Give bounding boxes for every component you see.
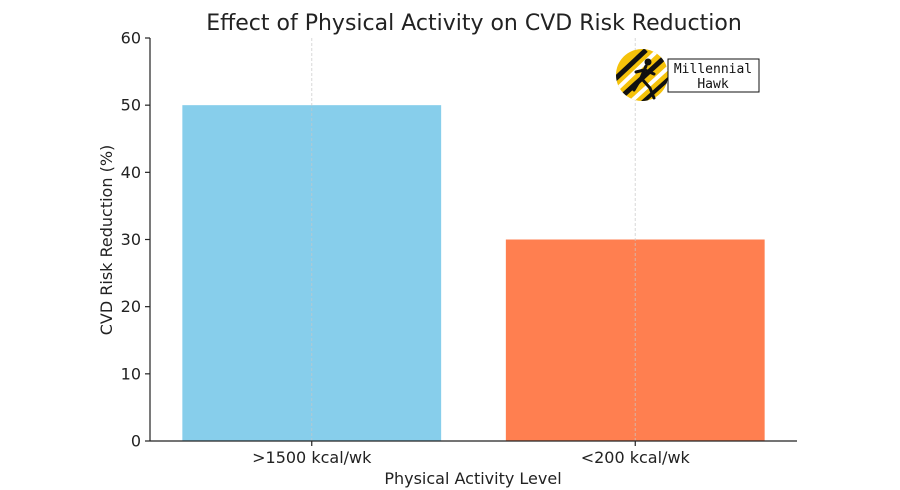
y-tick-label: 30 xyxy=(121,230,141,249)
bars xyxy=(182,105,765,442)
x-axis-label: Physical Activity Level xyxy=(384,469,561,488)
x-tick-label: >1500 kcal/wk xyxy=(252,448,372,467)
y-tick-label: 50 xyxy=(121,96,141,115)
x-axis-ticks: >1500 kcal/wk <200 kcal/wk xyxy=(252,441,691,467)
y-axis-label: CVD Risk Reduction (%) xyxy=(97,145,116,336)
y-tick-label: 40 xyxy=(121,163,141,182)
logo-line2: Hawk xyxy=(697,77,728,92)
millennial-hawk-logo: Millennial Hawk xyxy=(616,49,760,101)
y-tick-label: 0 xyxy=(131,432,141,451)
grid-lines xyxy=(311,38,636,441)
y-axis-ticks: 0 10 20 30 40 50 60 xyxy=(121,29,150,451)
chart-title: Effect of Physical Activity on CVD Risk … xyxy=(206,11,742,36)
x-tick-label: <200 kcal/wk xyxy=(581,448,691,467)
logo-line1: Millennial xyxy=(674,62,752,77)
runner-icon xyxy=(632,58,656,100)
y-tick-label: 20 xyxy=(121,297,141,316)
logo-text-box xyxy=(667,58,760,93)
y-tick-label: 10 xyxy=(121,364,141,383)
y-tick-label: 60 xyxy=(121,29,141,48)
